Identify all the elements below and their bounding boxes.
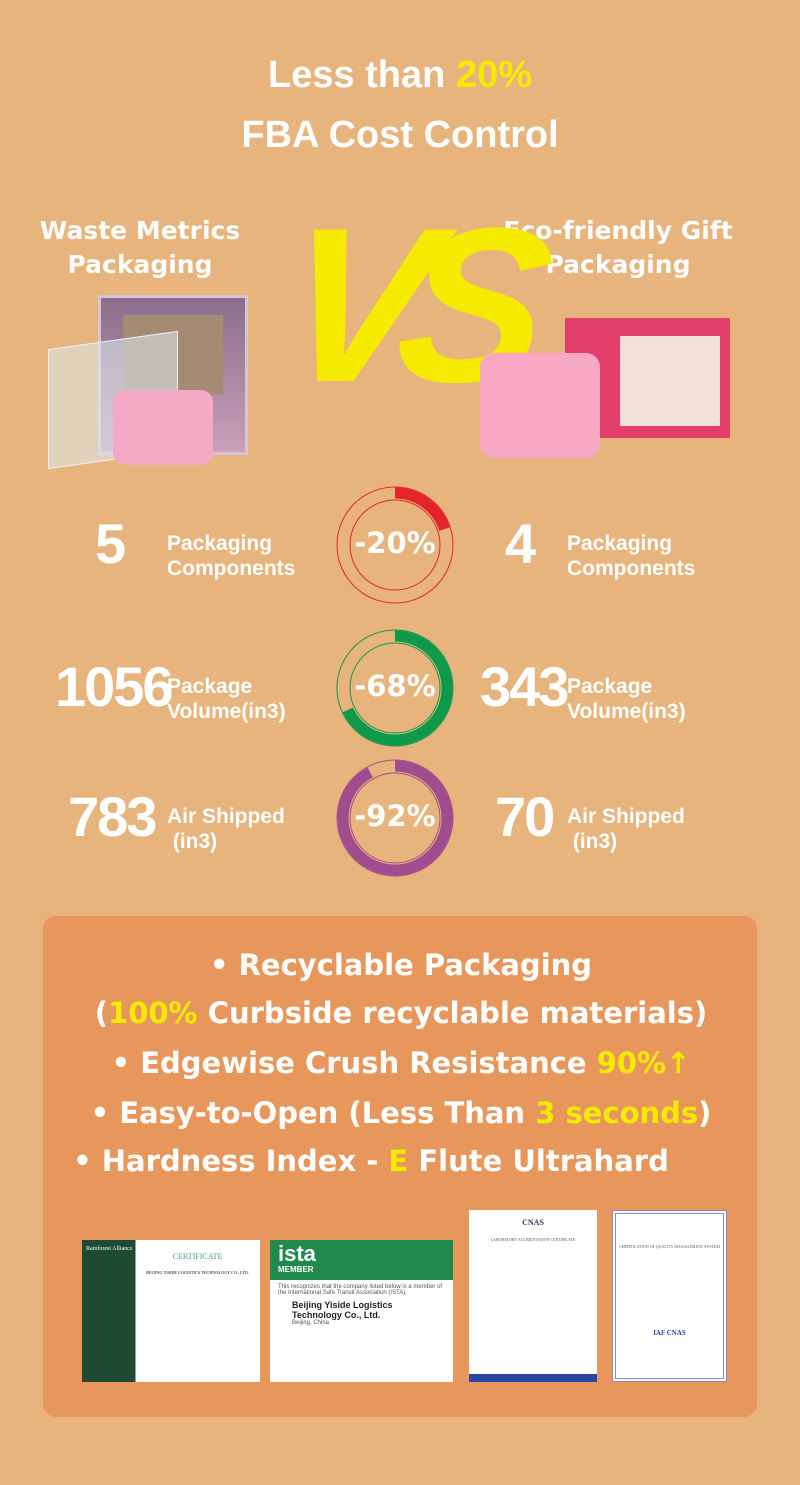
headline: Less than 20% xyxy=(0,54,800,97)
reduction-ring xyxy=(336,629,454,747)
headline-text: Less than xyxy=(267,54,456,96)
ring-progress-arc xyxy=(337,630,453,746)
ring-inner xyxy=(349,499,441,591)
feature-hardness: • Hardness Index - E Flute Ultrahard xyxy=(73,1144,669,1178)
ring-progress-arc xyxy=(337,487,453,603)
subheadline: FBA Cost Control xyxy=(241,114,559,156)
reduction-percent: -20% xyxy=(354,526,436,560)
right-metric-value: 343 xyxy=(480,655,569,718)
left-title: Waste Metrics Packaging xyxy=(39,216,241,279)
right-metric-value: 70 xyxy=(495,785,555,848)
quality-certificate[interactable]: CERTIFICATION OF QUALITY MANAGEMENT SYST… xyxy=(612,1210,727,1382)
reduction-ring xyxy=(336,759,454,877)
right-metric-label: Packaging Components xyxy=(567,532,696,580)
feature-crush: • Edgewise Crush Resistance 90%↑ xyxy=(111,1046,691,1080)
reduction-percent: -92% xyxy=(354,799,436,833)
ring-outer xyxy=(336,759,454,877)
left-metric-value: 1056 xyxy=(55,655,174,718)
ring-progress-arc xyxy=(337,760,453,876)
waste-packaging-image xyxy=(48,295,288,475)
reduction-ring xyxy=(336,486,454,604)
right-metric-value: 4 xyxy=(505,512,536,575)
feature-open: • Easy-to-Open (Less Than 3 seconds) xyxy=(90,1096,712,1130)
right-title: Eco-friendly Gift Packaging xyxy=(503,216,733,279)
ring-inner xyxy=(349,642,441,734)
ista-certificate[interactable]: ista MEMBER This recognizes that the comp… xyxy=(270,1240,453,1382)
ring-outer xyxy=(336,629,454,747)
headline-highlight: 20% xyxy=(455,54,532,96)
left-metric-label: Package Volume(in3) xyxy=(167,675,286,723)
feature-curbside: (100% Curbside recyclable materials) xyxy=(94,996,708,1030)
reduction-percent: -68% xyxy=(354,669,436,703)
eco-packaging-image xyxy=(480,318,730,478)
ring-inner xyxy=(349,772,441,864)
left-metric-label: Packaging Components xyxy=(167,532,296,580)
right-metric-label: Air Shipped (in3) xyxy=(567,805,685,853)
ring-outer xyxy=(336,486,454,604)
left-metric-label: Air Shipped (in3) xyxy=(167,805,285,853)
left-metric-value: 5 xyxy=(95,512,126,575)
right-metric-label: Package Volume(in3) xyxy=(567,675,686,723)
left-metric-value: 783 xyxy=(68,785,157,848)
rainforest-certificate[interactable]: Rainforest Alliance CERTIFICATE BEIJING … xyxy=(82,1240,260,1382)
cnas-certificate[interactable]: CNAS LABORATORY ACCREDITATION CERTIFICAT… xyxy=(469,1210,597,1382)
feature-recyclable: • Recyclable Packaging xyxy=(209,948,593,982)
